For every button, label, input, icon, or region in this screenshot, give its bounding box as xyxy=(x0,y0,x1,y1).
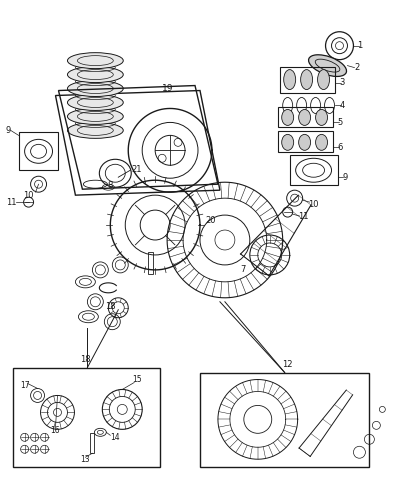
Text: 4: 4 xyxy=(339,101,345,110)
Text: 7: 7 xyxy=(240,265,245,275)
Text: 12: 12 xyxy=(282,360,292,369)
Text: 13: 13 xyxy=(81,455,90,464)
Ellipse shape xyxy=(318,70,329,90)
Ellipse shape xyxy=(299,109,310,125)
Ellipse shape xyxy=(68,122,123,138)
Text: 14: 14 xyxy=(110,433,120,442)
Text: 8: 8 xyxy=(107,180,113,190)
Text: 9: 9 xyxy=(6,126,11,135)
Text: 18: 18 xyxy=(105,302,116,311)
Text: 19: 19 xyxy=(162,84,174,93)
Bar xyxy=(280,67,335,93)
Ellipse shape xyxy=(316,109,327,125)
Ellipse shape xyxy=(282,134,293,150)
Ellipse shape xyxy=(316,134,327,150)
Text: 11: 11 xyxy=(298,212,308,221)
Ellipse shape xyxy=(68,53,123,69)
Ellipse shape xyxy=(284,70,295,90)
Bar xyxy=(148,252,153,274)
Text: 2: 2 xyxy=(354,63,360,72)
Ellipse shape xyxy=(301,70,312,90)
Bar xyxy=(200,372,369,467)
Ellipse shape xyxy=(308,55,346,76)
Ellipse shape xyxy=(68,67,123,83)
Text: 21: 21 xyxy=(131,165,142,174)
Text: 20: 20 xyxy=(205,216,216,225)
Text: 3: 3 xyxy=(339,78,345,87)
Text: 10: 10 xyxy=(23,191,33,200)
Ellipse shape xyxy=(68,81,123,96)
Bar xyxy=(278,132,333,152)
Text: 6: 6 xyxy=(337,143,343,152)
Text: 1: 1 xyxy=(357,41,363,50)
Text: 17: 17 xyxy=(21,381,30,390)
Text: 16: 16 xyxy=(51,426,60,435)
Text: 11: 11 xyxy=(6,198,16,206)
Text: 15: 15 xyxy=(132,375,142,384)
Text: 9: 9 xyxy=(342,173,348,182)
Bar xyxy=(290,156,337,185)
Ellipse shape xyxy=(68,108,123,124)
Bar xyxy=(13,368,160,467)
Ellipse shape xyxy=(282,109,293,125)
Ellipse shape xyxy=(299,134,310,150)
Text: 5: 5 xyxy=(337,118,343,127)
Bar xyxy=(90,433,94,453)
Bar xyxy=(278,108,333,127)
Text: 10: 10 xyxy=(308,200,318,209)
Ellipse shape xyxy=(68,95,123,110)
Text: 18: 18 xyxy=(81,355,91,364)
Bar xyxy=(19,132,58,170)
